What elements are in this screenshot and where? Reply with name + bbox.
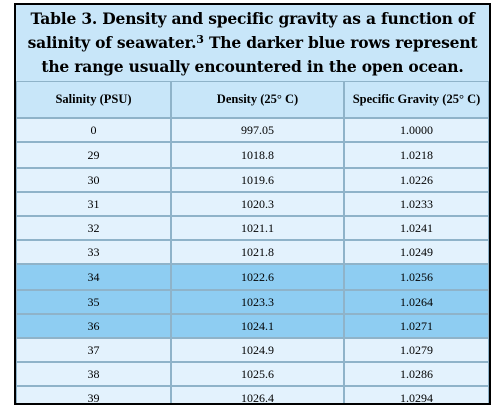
caption-line-1: Table 3. Density and specific gravity as… <box>30 9 475 28</box>
density-table: Salinity (PSU) Density (25° C) Specific … <box>16 81 489 403</box>
table-frame: Table 3. Density and specific gravity as… <box>14 3 491 405</box>
cell-density: 1020.3 <box>171 192 344 216</box>
cell-density: 1021.1 <box>171 216 344 240</box>
cell-salinity: 0 <box>16 118 171 142</box>
cell-density: 1018.8 <box>171 142 344 168</box>
cell-specific-gravity: 1.0241 <box>344 216 489 240</box>
table-body: 0 997.05 1.0000 29 1018.8 1.0218 30 1019… <box>16 118 489 403</box>
cell-specific-gravity: 1.0000 <box>344 118 489 142</box>
caption-line-2-post: The darker blue rows represent <box>203 33 478 52</box>
cell-salinity: 30 <box>16 168 171 192</box>
cell-density: 997.05 <box>171 118 344 142</box>
table-row: 33 1021.8 1.0249 <box>16 240 489 264</box>
cell-specific-gravity: 1.0226 <box>344 168 489 192</box>
cell-salinity: 32 <box>16 216 171 240</box>
cell-specific-gravity: 1.0279 <box>344 338 489 362</box>
table-row: 37 1024.9 1.0279 <box>16 338 489 362</box>
cell-salinity: 35 <box>16 290 171 314</box>
table-row: 38 1025.6 1.0286 <box>16 362 489 386</box>
cell-salinity: 36 <box>16 314 171 338</box>
header-specific-gravity: Specific Gravity (25° C) <box>344 81 489 118</box>
table-row: 36 1024.1 1.0271 <box>16 314 489 338</box>
header-density: Density (25° C) <box>171 81 344 118</box>
cell-specific-gravity: 1.0218 <box>344 142 489 168</box>
cell-specific-gravity: 1.0256 <box>344 264 489 290</box>
cell-density: 1022.6 <box>171 264 344 290</box>
cell-salinity: 29 <box>16 142 171 168</box>
table-row: 30 1019.6 1.0226 <box>16 168 489 192</box>
cell-salinity: 34 <box>16 264 171 290</box>
table-row: 35 1023.3 1.0264 <box>16 290 489 314</box>
cell-density: 1025.6 <box>171 362 344 386</box>
caption-line-2-pre: salinity of seawater. <box>27 33 197 52</box>
cell-density: 1024.9 <box>171 338 344 362</box>
cell-density: 1026.4 <box>171 386 344 403</box>
cell-specific-gravity: 1.0264 <box>344 290 489 314</box>
header-row: Salinity (PSU) Density (25° C) Specific … <box>16 81 489 118</box>
cell-specific-gravity: 1.0233 <box>344 192 489 216</box>
table-row: 39 1026.4 1.0294 <box>16 386 489 403</box>
cell-density: 1021.8 <box>171 240 344 264</box>
cell-salinity: 39 <box>16 386 171 403</box>
cell-specific-gravity: 1.0294 <box>344 386 489 403</box>
cell-salinity: 33 <box>16 240 171 264</box>
header-salinity: Salinity (PSU) <box>16 81 171 118</box>
cell-density: 1019.6 <box>171 168 344 192</box>
cell-salinity: 38 <box>16 362 171 386</box>
cell-specific-gravity: 1.0286 <box>344 362 489 386</box>
cell-salinity: 31 <box>16 192 171 216</box>
table-row: 0 997.05 1.0000 <box>16 118 489 142</box>
cell-specific-gravity: 1.0249 <box>344 240 489 264</box>
cell-specific-gravity: 1.0271 <box>344 314 489 338</box>
cell-density: 1023.3 <box>171 290 344 314</box>
table-row: 34 1022.6 1.0256 <box>16 264 489 290</box>
table-row: 29 1018.8 1.0218 <box>16 142 489 168</box>
cell-salinity: 37 <box>16 338 171 362</box>
table-row: 31 1020.3 1.0233 <box>16 192 489 216</box>
footnote-reference: 3 <box>196 33 204 46</box>
caption-line-3: the range usually encountered in the ope… <box>41 57 464 76</box>
table-caption: Table 3. Density and specific gravity as… <box>16 5 489 81</box>
cell-density: 1024.1 <box>171 314 344 338</box>
table-row: 32 1021.1 1.0241 <box>16 216 489 240</box>
